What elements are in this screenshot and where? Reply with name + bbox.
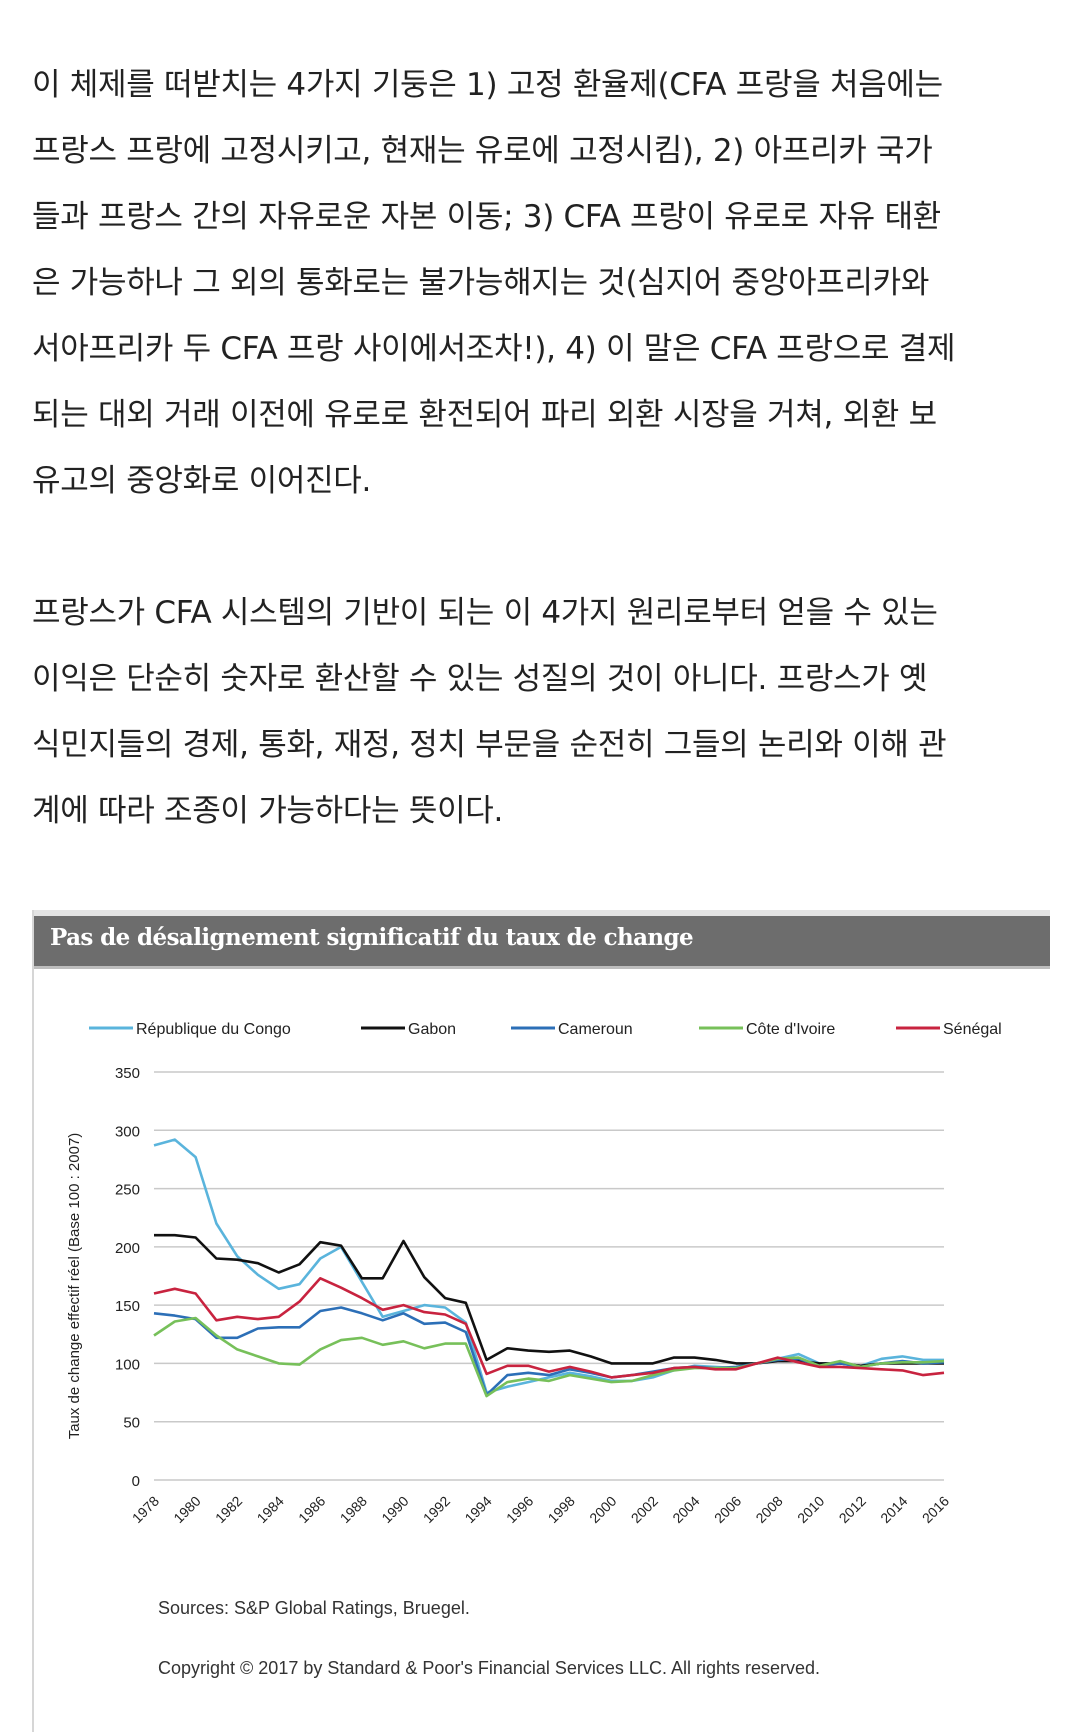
text-line: 유고의 중앙화로 이어진다. — [32, 463, 372, 499]
x-tick-label: 1982 — [212, 1493, 245, 1526]
x-tick-label: 1986 — [295, 1493, 328, 1526]
x-tick-label: 1984 — [254, 1493, 287, 1526]
text-line: 들과 프랑스 간의 자유로운 자본 이동; 3) CFA 프랑이 유로로 자유 … — [32, 199, 941, 235]
series-line-1 — [154, 1233, 944, 1368]
legend-label: Sénégal — [943, 1021, 1002, 1038]
text-line: 되는 대외 거래 이전에 유로로 환전되어 파리 외환 시장을 거쳐, 외환 보 — [32, 397, 937, 433]
x-tick-label: 1978 — [129, 1493, 162, 1526]
y-tick-label: 100 — [115, 1356, 140, 1373]
paragraph-1: 이 체제를 떠받치는 4가지 기둥은 1) 고정 환율제(CFA 프랑을 처음에… — [32, 52, 1052, 514]
series-line-0 — [153, 1138, 944, 1394]
text-line: 이 체제를 떠받치는 4가지 기둥은 1) 고정 환율제(CFA 프랑을 처음에… — [32, 67, 943, 103]
chart-copyright: Copyright © 2017 by Standard & Poor's Fi… — [158, 1658, 821, 1678]
article-body: 이 체제를 떠받치는 4가지 기둥은 1) 고정 환율제(CFA 프랑을 처음에… — [32, 52, 1052, 844]
text-line: 서아프리카 두 CFA 프랑 사이에서조차!), 4) 이 말은 CFA 프랑으… — [32, 331, 956, 367]
legend-label: Côte d'Ivoire — [746, 1021, 835, 1038]
x-tick-label: 2016 — [919, 1493, 952, 1526]
y-tick-label: 250 — [115, 1182, 140, 1199]
y-tick-label: 350 — [115, 1065, 140, 1082]
x-tick-label: 2010 — [794, 1493, 827, 1526]
x-tick-label: 2008 — [752, 1493, 785, 1526]
legend-label: Cameroun — [558, 1021, 633, 1038]
chart-title-divider — [34, 966, 1050, 969]
x-tick-label: 1990 — [378, 1493, 411, 1526]
x-tick-label: 2006 — [711, 1493, 744, 1526]
y-axis-label: Taux de change effectif réel (Base 100 :… — [66, 1133, 83, 1440]
x-tick-label: 2002 — [628, 1493, 661, 1526]
text-line: 은 가능하나 그 외의 통화로는 불가능해지는 것(심지어 중앙아프리카와 — [32, 265, 930, 301]
chart-source: Sources: S&P Global Ratings, Bruegel. — [158, 1598, 470, 1618]
x-tick-label: 2000 — [586, 1493, 619, 1526]
paragraph-2: 프랑스가 CFA 시스템의 기반이 되는 이 4가지 원리로부터 얻을 수 있는… — [32, 580, 1052, 844]
x-tick-label: 2014 — [877, 1493, 910, 1526]
legend-label: Gabon — [408, 1021, 456, 1038]
y-tick-label: 0 — [132, 1473, 140, 1490]
text-line: 이익은 단순히 숫자로 환산할 수 있는 성질의 것이 아니다. 프랑스가 옛 — [32, 661, 928, 697]
y-tick-label: 50 — [123, 1415, 140, 1432]
y-tick-label: 150 — [115, 1298, 140, 1315]
chart-title-bar: Pas de désalignement significatif du tau… — [34, 910, 1050, 966]
x-tick-label: 1980 — [170, 1493, 203, 1526]
legend-label: République du Congo — [136, 1021, 291, 1038]
series-line-4 — [153, 1276, 945, 1379]
text-line: 프랑스 프랑에 고정시키고, 현재는 유로에 고정시킴), 2) 아프리카 국가 — [32, 133, 933, 169]
x-tick-label: 2012 — [836, 1493, 869, 1526]
chart-title: Pas de désalignement significatif du tau… — [50, 924, 694, 951]
y-tick-label: 300 — [115, 1123, 140, 1140]
x-tick-label: 1996 — [503, 1493, 536, 1526]
x-tick-label: 1994 — [461, 1493, 494, 1526]
text-line: 식민지들의 경제, 통화, 재정, 정치 부문을 순전히 그들의 논리와 이해 … — [32, 727, 947, 763]
chart-figure: Pas de désalignement significatif du tau… — [32, 910, 1050, 1732]
x-tick-label: 1998 — [545, 1493, 578, 1526]
x-tick-label: 2004 — [669, 1493, 702, 1526]
y-tick-label: 200 — [115, 1240, 140, 1257]
text-line: 프랑스가 CFA 시스템의 기반이 되는 이 4가지 원리로부터 얻을 수 있는 — [32, 595, 938, 631]
x-tick-label: 1992 — [420, 1493, 453, 1526]
x-tick-label: 1988 — [337, 1493, 370, 1526]
series-line-3 — [153, 1316, 945, 1398]
text-line: 계에 따라 조종이 가능하다는 뜻이다. — [32, 793, 504, 829]
